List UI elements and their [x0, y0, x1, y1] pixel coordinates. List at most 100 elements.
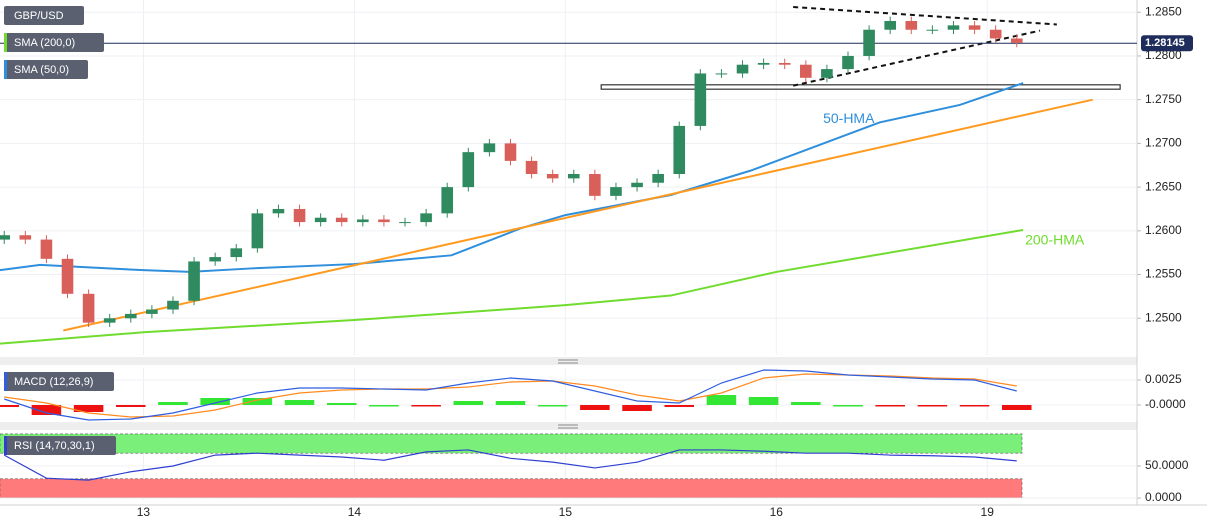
candle-body — [378, 219, 390, 223]
y-tick-label: 1.2700 — [1145, 136, 1182, 150]
histogram-bar — [242, 398, 273, 405]
histogram-bar — [875, 405, 905, 407]
y-tick-label: 50.0000 — [1145, 458, 1189, 472]
candle-body — [0, 235, 11, 240]
candle-body — [314, 217, 327, 223]
legend-text: RSI (14,70,30,1) — [14, 440, 95, 452]
histogram-bar — [748, 397, 779, 405]
candle-body — [800, 64, 812, 78]
legend-swatch — [4, 60, 7, 79]
candle-body — [357, 219, 369, 223]
candle-body — [335, 217, 348, 223]
candle-body — [715, 73, 728, 75]
y-tick-label: 1.2650 — [1145, 179, 1182, 193]
candle-body — [546, 174, 559, 179]
histogram-bar — [116, 405, 146, 407]
histogram-bar — [959, 405, 990, 407]
candle-body — [610, 187, 622, 196]
panel-separator[interactable] — [0, 357, 1137, 365]
legend-box — [4, 60, 88, 79]
candle-body — [230, 248, 243, 258]
candle-body — [167, 300, 179, 310]
histogram-bar — [791, 402, 821, 405]
zone-box — [600, 84, 1121, 90]
legend-box — [4, 33, 104, 52]
histogram-bar — [284, 400, 315, 405]
candle-body — [631, 182, 643, 188]
histogram-bar — [326, 403, 357, 405]
histogram-bar — [369, 405, 399, 407]
legend-text: SMA (200,0) — [14, 37, 75, 49]
rsi-line — [3, 449, 1017, 481]
candle-body — [103, 318, 116, 323]
candle-body — [863, 29, 875, 56]
candle-body — [926, 29, 939, 31]
candle-body — [757, 62, 770, 65]
candle-body — [673, 125, 686, 175]
histogram-bar — [0, 405, 19, 407]
histogram-bar — [664, 405, 695, 407]
histogram-bar — [917, 405, 948, 407]
legend-swatch — [4, 436, 7, 455]
candle-body — [842, 55, 854, 70]
candle-body — [441, 187, 454, 214]
ma-label: 200-HMA — [1025, 232, 1085, 248]
candle-body — [209, 257, 221, 262]
candle-body — [124, 313, 137, 319]
candle-body — [82, 293, 95, 323]
candle-body — [188, 261, 200, 301]
candle-body — [1010, 38, 1023, 43]
candle-body — [61, 258, 74, 294]
legend-swatch — [4, 33, 7, 52]
y-tick-label: 1.2550 — [1145, 267, 1182, 281]
candle-body — [420, 213, 432, 223]
ma-line — [0, 82, 1024, 273]
candle-body — [947, 25, 960, 30]
legend-box — [4, 372, 114, 391]
legend-text: MACD (12,26,9) — [14, 376, 93, 388]
candle-body — [146, 309, 158, 314]
panel-separator[interactable] — [0, 422, 1137, 430]
candle-body — [989, 29, 1002, 39]
histogram-bar — [31, 405, 62, 415]
trendline — [63, 98, 1093, 332]
candle-body — [905, 20, 918, 30]
histogram-bar — [158, 402, 188, 405]
histogram-bar — [411, 405, 441, 407]
histogram-bar — [1001, 405, 1032, 410]
y-tick-label: 1.2850 — [1145, 4, 1182, 18]
y-tick-label: -0.0000 — [1145, 397, 1186, 411]
histogram-bar — [73, 405, 104, 412]
candle-body — [251, 213, 264, 249]
x-tick-label: 15 — [559, 505, 573, 519]
x-tick-label: 13 — [137, 505, 151, 519]
y-tick-label: 1.2500 — [1145, 310, 1182, 324]
x-tick-label: 14 — [348, 505, 362, 519]
candle-body — [272, 208, 285, 214]
candle-body — [19, 235, 32, 240]
candle-body — [483, 143, 496, 153]
candle-body — [399, 222, 411, 224]
candle-body — [694, 73, 707, 126]
ma-label: 50-HMA — [823, 110, 875, 126]
histogram-bar — [453, 401, 484, 405]
overbought-zone — [0, 433, 1023, 454]
oversold-zone — [0, 478, 1023, 499]
histogram-bar — [200, 398, 230, 405]
y-tick-label: 1.2600 — [1145, 223, 1182, 237]
candle-body — [778, 62, 791, 65]
candle-body — [462, 152, 475, 188]
candle-body — [504, 143, 517, 161]
y-tick-label: 1.2800 — [1145, 48, 1182, 62]
candle-body — [567, 174, 580, 179]
x-tick-label: 19 — [981, 505, 995, 519]
candle-body — [884, 20, 896, 30]
candle-body — [652, 174, 664, 183]
candle-body — [821, 69, 833, 78]
candle-body — [736, 64, 749, 74]
triangle-line — [793, 5, 1057, 26]
ma-line — [0, 228, 1024, 345]
histogram-bar — [706, 395, 737, 405]
y-tick-label: 0.0000 — [1145, 490, 1182, 504]
